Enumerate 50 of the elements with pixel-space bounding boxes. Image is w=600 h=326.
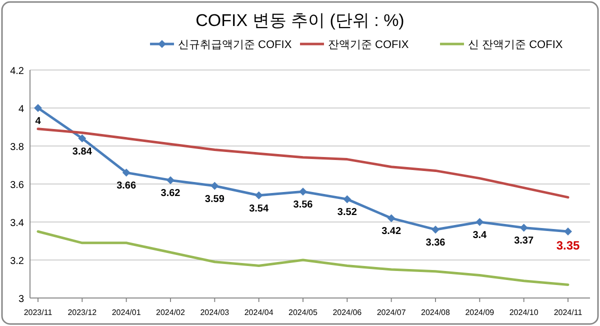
data-label: 3.62	[160, 188, 181, 200]
y-tick-label: 3.6	[10, 180, 24, 191]
x-tick-label: 2024/05	[288, 308, 318, 317]
data-label: 3.4	[472, 230, 488, 241]
x-tick-label: 2024/03	[200, 308, 230, 317]
chart-title: COFIX 변동 추이 (단위 : %)	[196, 11, 404, 30]
y-tick-label: 4.2	[10, 66, 24, 77]
x-tick-label: 2024/11	[554, 308, 583, 317]
point	[78, 134, 86, 142]
y-tick-label: 3.4	[10, 218, 24, 229]
data-label: 3.42	[382, 226, 402, 238]
data-label: 3.66	[116, 180, 136, 192]
legend-label: 신 잔액기준 COFIX	[468, 39, 564, 51]
data-label: 3.84	[72, 146, 92, 158]
point	[520, 224, 528, 232]
point	[210, 182, 219, 190]
data-label: 3.59	[204, 194, 225, 205]
point	[476, 218, 484, 226]
legend-label: 잔액기준 COFIX	[328, 39, 410, 51]
point	[387, 214, 396, 222]
x-tick-label: 2024/01	[112, 308, 142, 317]
point	[432, 226, 440, 234]
x-tick-label: 2024/10	[509, 308, 539, 317]
x-tick-label: 2023/11	[24, 308, 53, 317]
point	[254, 191, 263, 200]
y-tick-label: 3.8	[10, 142, 24, 153]
data-label: 4	[35, 116, 42, 127]
data-label: 3.37	[514, 236, 534, 247]
y-tick-label: 3	[18, 294, 24, 305]
data-label: 3.36	[426, 238, 446, 249]
point	[122, 168, 130, 177]
y-tick-label: 4	[18, 104, 24, 115]
data-label: 3.56	[293, 200, 314, 211]
data-label: 3.35	[556, 238, 580, 252]
point	[564, 228, 572, 236]
data-label: 3.52	[337, 207, 358, 218]
x-tick-label: 2024/08	[421, 308, 451, 317]
x-tick-label: 2024/06	[332, 308, 362, 317]
x-tick-label: 2024/09	[465, 308, 495, 317]
x-tick-label: 2024/04	[244, 308, 274, 317]
x-tick-label: 2024/02	[156, 308, 186, 317]
data-label: 3.54	[249, 203, 269, 214]
x-tick-label: 2024/07	[376, 308, 406, 317]
point	[166, 176, 174, 184]
point	[343, 195, 352, 204]
legend-label: 신규취급액기준 COFIX	[178, 39, 292, 51]
y-tick-label: 3.2	[10, 256, 24, 267]
point	[34, 104, 42, 112]
x-tick-label: 2023/12	[68, 308, 98, 317]
point	[299, 188, 307, 196]
